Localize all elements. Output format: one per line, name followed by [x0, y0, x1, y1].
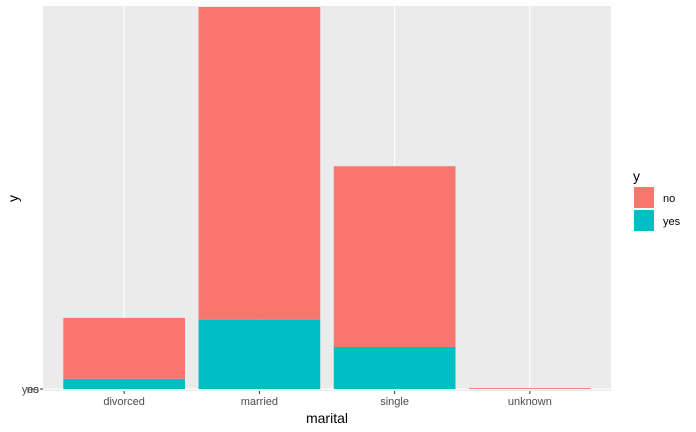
- x-tick-label-unknown: unknown: [508, 396, 552, 408]
- x-tick-label-married: married: [241, 396, 278, 408]
- bar-married-no: [198, 7, 321, 320]
- bar-divorced-no: [63, 317, 185, 379]
- x-axis: divorced married single unknown: [103, 391, 552, 408]
- bar-divorced-yes: [63, 378, 185, 389]
- bar-single-yes: [333, 346, 456, 389]
- legend-title: y: [633, 168, 640, 184]
- bars: [63, 7, 591, 389]
- x-tick-label-divorced: divorced: [103, 396, 145, 408]
- y-tick-label-no: no: [27, 384, 39, 396]
- legend: y no yes: [633, 168, 681, 231]
- y-tick-label-yes: yes: [22, 384, 40, 396]
- x-tick-label-single: single: [380, 396, 409, 408]
- bar-married-yes: [198, 319, 321, 389]
- legend-key-yes: [634, 210, 654, 231]
- legend-key-no: [634, 187, 654, 208]
- y-axis-title: y: [5, 195, 21, 202]
- bar-single-no: [333, 166, 456, 347]
- legend-label-yes: yes: [663, 216, 681, 228]
- x-axis-title: marital: [306, 410, 348, 426]
- legend-label-no: no: [663, 193, 675, 205]
- bar-unknown-no: [469, 388, 591, 389]
